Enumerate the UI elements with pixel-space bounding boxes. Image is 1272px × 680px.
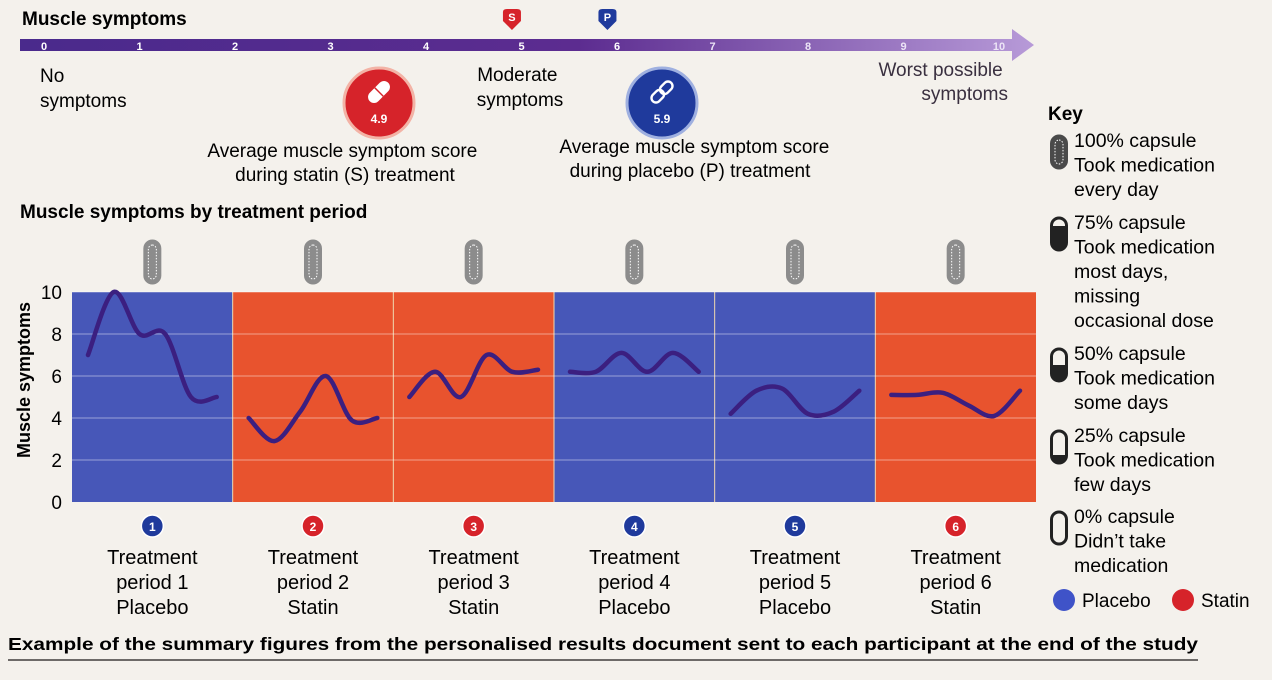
- placebo-marker-letter: P: [604, 12, 611, 24]
- link-icon: [650, 80, 674, 104]
- period-3-number: 3: [470, 520, 477, 534]
- period-3-badge: [461, 514, 486, 538]
- scale-tick-7: 7: [709, 41, 715, 53]
- period-5-capsule-icon: [786, 239, 804, 285]
- period-2-number: 2: [310, 520, 317, 534]
- statin-average-caption: Average muscle symptom score during stat…: [207, 141, 482, 186]
- footer-caption: Example of the summary figures from the …: [8, 634, 1198, 654]
- y-tick-0: 0: [51, 493, 62, 514]
- y-tick-2: 2: [51, 451, 62, 472]
- scale-tick-4: 4: [423, 41, 430, 53]
- period-2-label: Treatment period 2 Statin: [268, 547, 359, 619]
- legend-placebo: Placebo: [1053, 589, 1151, 612]
- period-3-series-line: [407, 352, 541, 400]
- legend-statin: Statin: [1172, 589, 1250, 612]
- period-6-label: Treatment period 6 Statin: [910, 547, 1001, 619]
- scale-tick-10: 10: [993, 41, 1005, 53]
- period-6-series-line: [889, 388, 1023, 419]
- period-4-badge: [622, 514, 647, 538]
- scale-tick-5: 5: [518, 41, 524, 53]
- placebo-average-badge: 5.9: [625, 66, 699, 140]
- legend-statin-label: Statin: [1201, 591, 1250, 612]
- period-3-panel: [393, 292, 554, 502]
- period-1-number: 1: [149, 520, 156, 534]
- key-capsule-50-icon: [1050, 347, 1068, 383]
- period-1-badge: [140, 514, 165, 538]
- period-5-badge: [783, 514, 807, 538]
- pill-icon: [368, 81, 390, 103]
- period-4-series-line: [567, 350, 701, 376]
- period-3-capsule-icon: [464, 239, 483, 285]
- legend-statin-swatch: [1172, 589, 1194, 611]
- period-4-number: 4: [631, 520, 638, 534]
- period-6-capsule-icon: [946, 239, 965, 285]
- y-axis-label: Muscle symptoms: [14, 302, 34, 458]
- period-6-number: 6: [952, 520, 959, 534]
- period-6-badge: [943, 514, 968, 538]
- period-1-series-line: [85, 289, 219, 404]
- y-tick-4: 4: [51, 409, 62, 430]
- key-capsule-75-icon: [1050, 216, 1068, 252]
- period-2-badge: [301, 514, 325, 538]
- period-2-capsule-icon: [304, 239, 322, 285]
- legend-placebo-swatch: [1053, 589, 1075, 611]
- statin-average-badge: 4.9: [342, 66, 416, 140]
- period-5-label: Treatment period 5 Placebo: [750, 547, 841, 619]
- scale-arrow: [20, 29, 1034, 61]
- legend-placebo-label: Placebo: [1082, 591, 1151, 612]
- key-capsule-25-icon: [1050, 429, 1068, 465]
- key-item-25-text: 25% capsule Took medication few days: [1074, 425, 1215, 496]
- period-4-capsule-icon: [625, 239, 644, 285]
- key-capsule-0-icon: [1050, 510, 1068, 546]
- scale-label-mid: Moderate symptoms: [477, 65, 564, 111]
- key-item-0-text: 0% capsule Didn’t take medication: [1074, 506, 1175, 577]
- period-2-panel: [232, 292, 394, 502]
- scale-title: Muscle symptoms: [22, 9, 187, 30]
- placebo-scale-marker: P: [598, 9, 617, 30]
- key-capsule-100-icon: [1050, 134, 1068, 170]
- scale-tick-9: 9: [900, 41, 906, 53]
- period-5-number: 5: [792, 520, 799, 534]
- period-5-panel: [714, 292, 876, 502]
- scale-tick-0: 0: [41, 41, 47, 53]
- key-item-50-text: 50% capsule Took medication some days: [1074, 343, 1215, 414]
- scale-ticks: 0 1 2 3 4 5 6 7 8 9 10: [41, 41, 1005, 53]
- scale-tick-6: 6: [614, 41, 620, 53]
- period-4-panel: [554, 292, 715, 502]
- scale-tick-8: 8: [805, 41, 811, 53]
- y-tick-8: 8: [51, 325, 62, 346]
- key-item-75-text: 75% capsule Took medication most days, miss…: [1074, 212, 1215, 332]
- period-1-capsule-icon: [143, 239, 162, 285]
- key-items: 100% capsule Took medication every day 75% …: [1050, 130, 1215, 577]
- period-1-label: Treatment period 1 Placebo: [107, 547, 198, 619]
- scale-label-low: No symptoms: [40, 66, 127, 112]
- placebo-average-caption: Average muscle symptom score during plac…: [559, 137, 834, 182]
- period-3-label: Treatment period 3 Statin: [428, 547, 519, 619]
- period-2-series-line: [246, 373, 380, 444]
- statin-average-value: 4.9: [371, 112, 388, 126]
- statin-marker-letter: S: [508, 12, 515, 24]
- scale-tick-2: 2: [232, 41, 238, 53]
- chart-title: Muscle symptoms by treatment period: [20, 202, 367, 223]
- chart-area: 0 2 4 6 8 10 1 Treatment period 1 Placebo 2 Treatme…: [41, 239, 1036, 619]
- statin-scale-marker: S: [502, 9, 521, 30]
- statin-marker-pin: [502, 9, 521, 30]
- key-item-100-text: 100% capsule Took medication every day: [1074, 130, 1215, 201]
- scale-tick-1: 1: [136, 41, 142, 53]
- placebo-average-value: 5.9: [654, 112, 671, 126]
- y-tick-6: 6: [51, 367, 62, 388]
- scale-tick-3: 3: [327, 41, 333, 53]
- y-tick-10: 10: [41, 283, 62, 304]
- placebo-marker-pin: [598, 9, 617, 30]
- period-4-label: Treatment period 4 Placebo: [589, 547, 680, 619]
- scale-label-high: Worst possible symptoms: [878, 60, 1008, 105]
- period-5-series-line: [728, 384, 862, 419]
- key-title: Key: [1048, 104, 1083, 125]
